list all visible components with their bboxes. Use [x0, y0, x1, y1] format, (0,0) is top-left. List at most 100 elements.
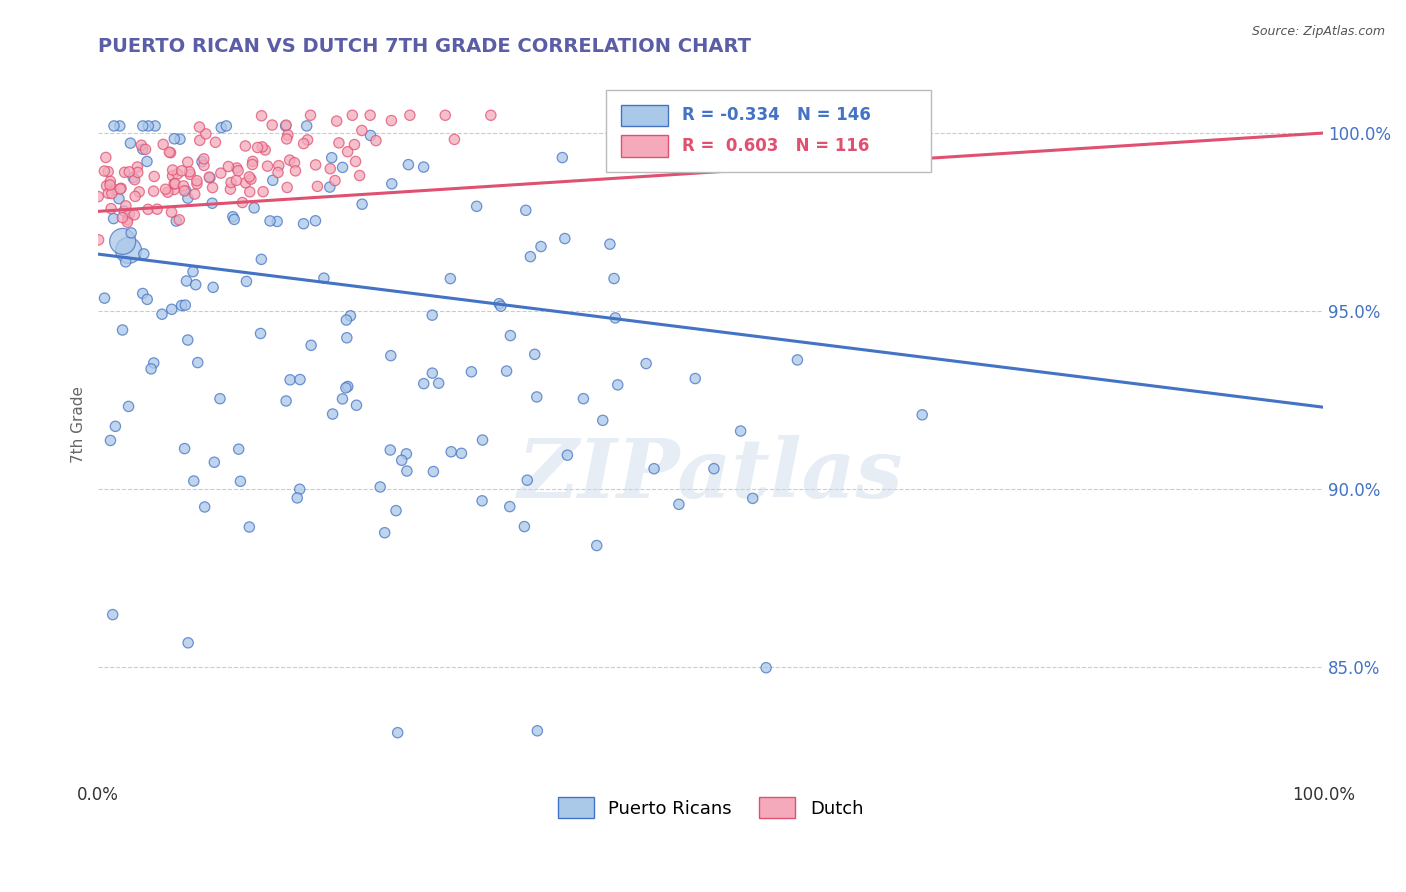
Point: [495, 364, 517, 378]
Point: [741, 491, 763, 506]
Point: [304, 214, 326, 228]
Point: [204, 135, 226, 149]
Point: [450, 446, 472, 460]
Point: [177, 636, 200, 650]
Point: [643, 461, 665, 475]
Point: [215, 119, 238, 133]
Point: [209, 166, 232, 180]
Point: [288, 372, 311, 386]
Point: [103, 211, 125, 226]
Point: [304, 158, 326, 172]
Point: [526, 723, 548, 738]
Point: [152, 137, 174, 152]
Legend: Puerto Ricans, Dutch: Puerto Ricans, Dutch: [551, 790, 870, 825]
Point: [146, 202, 169, 217]
Point: [201, 180, 224, 194]
Point: [380, 349, 402, 363]
Point: [224, 212, 246, 227]
Point: [117, 212, 139, 227]
Point: [730, 424, 752, 438]
Point: [170, 163, 193, 178]
Point: [124, 172, 146, 186]
Point: [499, 500, 522, 514]
Point: [391, 453, 413, 467]
Point: [100, 434, 122, 448]
Point: [143, 119, 166, 133]
Point: [184, 277, 207, 292]
Point: [160, 302, 183, 317]
Point: [131, 138, 153, 153]
Point: [325, 114, 347, 128]
Point: [252, 185, 274, 199]
Point: [155, 182, 177, 196]
Point: [128, 185, 150, 199]
Point: [349, 169, 371, 183]
Point: [87, 233, 110, 247]
Point: [163, 177, 186, 191]
Point: [124, 208, 146, 222]
Point: [288, 483, 311, 497]
Point: [188, 120, 211, 134]
Point: [127, 165, 149, 179]
Point: [93, 164, 115, 178]
Point: [274, 118, 297, 132]
Point: [554, 231, 576, 245]
Point: [173, 184, 195, 198]
Point: [395, 464, 418, 478]
Point: [339, 309, 361, 323]
Bar: [621, 136, 668, 157]
Point: [364, 134, 387, 148]
Point: [274, 394, 297, 409]
Point: [132, 142, 155, 156]
Point: [267, 159, 290, 173]
Point: [605, 310, 627, 325]
Point: [179, 168, 201, 182]
Point: [332, 161, 354, 175]
Point: [297, 133, 319, 147]
Point: [488, 296, 510, 310]
Point: [530, 239, 553, 253]
Point: [225, 173, 247, 187]
Point: [219, 176, 242, 190]
Text: ZIPatlas: ZIPatlas: [517, 434, 903, 515]
Point: [235, 139, 257, 153]
Point: [183, 187, 205, 202]
Point: [374, 525, 396, 540]
Point: [284, 164, 307, 178]
Point: [222, 210, 245, 224]
Point: [323, 173, 346, 187]
Point: [585, 539, 607, 553]
Point: [103, 182, 125, 196]
Point: [396, 158, 419, 172]
Point: [515, 203, 537, 218]
Point: [114, 255, 136, 269]
Point: [336, 379, 359, 393]
Point: [276, 132, 298, 146]
Point: [274, 119, 297, 133]
Point: [262, 118, 284, 132]
Point: [94, 151, 117, 165]
Point: [138, 119, 160, 133]
Point: [683, 371, 706, 385]
Point: [143, 169, 166, 184]
Point: [110, 181, 132, 195]
Point: [238, 169, 260, 184]
Point: [380, 113, 402, 128]
Point: [127, 160, 149, 174]
Point: [202, 280, 225, 294]
Point: [108, 192, 131, 206]
Point: [328, 136, 350, 150]
Point: [266, 214, 288, 228]
Point: [228, 442, 250, 457]
Point: [110, 182, 132, 196]
Point: [427, 376, 450, 391]
Point: [208, 392, 231, 406]
Point: [755, 661, 778, 675]
Point: [246, 140, 269, 154]
Point: [513, 519, 536, 533]
Point: [352, 197, 374, 211]
Point: [526, 390, 548, 404]
Point: [336, 331, 359, 345]
Point: [395, 447, 418, 461]
Point: [120, 226, 142, 240]
